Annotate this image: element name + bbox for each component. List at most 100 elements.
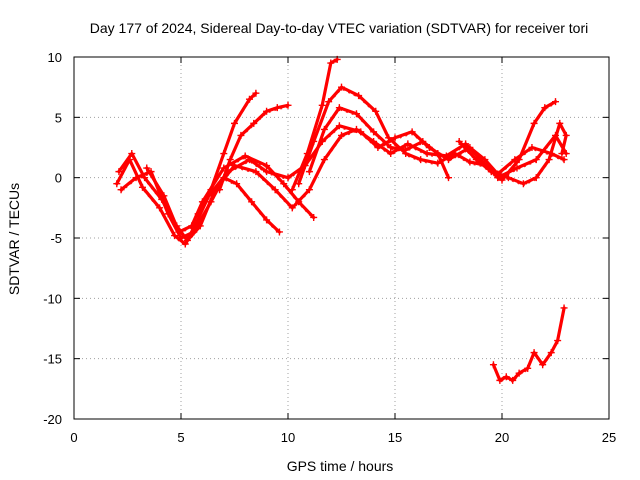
data-point-marker bbox=[519, 180, 527, 188]
series-track-2-crosses bbox=[118, 130, 567, 244]
data-point-marker bbox=[385, 134, 393, 142]
chart-title: Day 177 of 2024, Sidereal Day-to-day VTE… bbox=[90, 20, 589, 36]
data-point-marker bbox=[220, 150, 228, 158]
data-point-marker bbox=[156, 204, 164, 212]
y-tick-label: -5 bbox=[50, 231, 62, 246]
data-point-marker bbox=[295, 180, 303, 188]
data-point-marker bbox=[352, 125, 360, 133]
data-point-marker bbox=[338, 131, 345, 139]
data-point-marker bbox=[216, 186, 224, 194]
data-point-marker bbox=[305, 168, 313, 176]
data-point-marker bbox=[117, 186, 125, 194]
data-point-marker bbox=[404, 140, 412, 148]
series-track-2 bbox=[117, 127, 568, 242]
data-point-marker bbox=[250, 119, 258, 127]
data-point-marker bbox=[237, 131, 245, 139]
data-point-marker bbox=[515, 156, 523, 164]
y-axis-label: SDTVAR / TECUs bbox=[6, 183, 22, 295]
data-point-marker bbox=[138, 183, 146, 191]
data-point-marker bbox=[402, 146, 410, 154]
data-point-marker bbox=[233, 180, 241, 188]
x-tick-label: 10 bbox=[281, 430, 295, 445]
data-point-marker bbox=[327, 59, 335, 67]
data-point-marker bbox=[160, 192, 168, 200]
x-tick-label: 0 bbox=[70, 430, 77, 445]
data-point-marker bbox=[252, 89, 260, 97]
data-point-marker bbox=[132, 174, 140, 182]
data-point-marker bbox=[513, 164, 521, 172]
data-point-marker bbox=[188, 222, 196, 230]
data-point-marker bbox=[434, 150, 442, 158]
series-track-5-crosses bbox=[197, 94, 257, 217]
data-point-marker bbox=[335, 122, 343, 130]
data-point-marker bbox=[489, 361, 497, 369]
data-point-marker bbox=[466, 158, 474, 166]
data-point-marker bbox=[190, 228, 198, 236]
data-point-marker bbox=[271, 186, 279, 194]
data-point-marker bbox=[387, 150, 395, 158]
series-track-8 bbox=[297, 85, 558, 186]
data-point-marker bbox=[552, 98, 559, 106]
data-point-marker bbox=[310, 137, 318, 145]
data-point-marker bbox=[288, 204, 296, 212]
data-point-marker bbox=[558, 150, 566, 158]
data-point-marker bbox=[231, 119, 238, 127]
data-point-marker bbox=[504, 174, 512, 182]
data-point-marker bbox=[541, 104, 549, 112]
data-point-marker bbox=[288, 186, 296, 194]
data-point-marker bbox=[183, 236, 191, 244]
series-track-11-crosses bbox=[492, 309, 565, 384]
x-tick-label: 5 bbox=[177, 430, 184, 445]
series-track-10 bbox=[457, 121, 568, 186]
data-point-marker bbox=[408, 128, 416, 136]
data-point-marker bbox=[175, 228, 183, 236]
data-point-marker bbox=[263, 216, 271, 224]
data-point-marker bbox=[532, 174, 540, 182]
data-point-marker bbox=[472, 156, 480, 164]
data-point-marker bbox=[515, 369, 523, 377]
data-point-marker bbox=[284, 174, 292, 182]
data-point-marker bbox=[263, 107, 271, 115]
data-point-marker bbox=[417, 156, 425, 164]
data-point-marker bbox=[295, 198, 303, 206]
series-track-1 bbox=[115, 124, 566, 246]
series-track-7 bbox=[290, 57, 339, 192]
data-point-marker bbox=[263, 168, 271, 176]
x-axis-label: GPS time / hours bbox=[287, 458, 394, 474]
series-track-10-crosses bbox=[458, 124, 567, 187]
data-point-marker bbox=[496, 376, 504, 384]
data-point-marker bbox=[547, 349, 555, 357]
data-point-marker bbox=[556, 119, 564, 127]
data-point-marker bbox=[560, 304, 568, 312]
data-point-marker bbox=[171, 232, 179, 240]
data-point-marker bbox=[445, 174, 452, 182]
data-point-marker bbox=[310, 213, 318, 221]
data-point-marker bbox=[451, 150, 459, 158]
y-tick-label: 10 bbox=[48, 50, 62, 65]
data-point-marker bbox=[273, 104, 281, 112]
y-tick-label: -10 bbox=[43, 291, 62, 306]
y-tick-label: -15 bbox=[43, 352, 62, 367]
data-point-marker bbox=[355, 92, 363, 100]
data-point-marker bbox=[248, 198, 256, 206]
data-point-marker bbox=[241, 152, 249, 160]
series-track-11 bbox=[491, 306, 566, 382]
x-tick-label: 15 bbox=[388, 430, 402, 445]
data-point-marker bbox=[181, 240, 189, 248]
data-point-marker bbox=[391, 134, 399, 142]
tick-layer: 0 5 10 15 20 25 -20 -15 -10 -5 0 5 10 bbox=[43, 50, 616, 445]
data-point-marker bbox=[284, 101, 292, 109]
data-point-marker bbox=[207, 198, 215, 206]
data-point-marker bbox=[528, 144, 536, 151]
data-point-marker bbox=[128, 150, 136, 158]
data-point-marker bbox=[226, 156, 234, 164]
data-point-marker bbox=[245, 95, 253, 103]
data-point-marker bbox=[207, 186, 215, 194]
y-tick-label: 0 bbox=[55, 171, 62, 186]
data-point-marker bbox=[455, 137, 463, 145]
data-point-marker bbox=[560, 156, 568, 164]
x-tick-label: 20 bbox=[495, 430, 509, 445]
data-point-marker bbox=[320, 125, 328, 133]
data-point-marker bbox=[325, 98, 333, 106]
